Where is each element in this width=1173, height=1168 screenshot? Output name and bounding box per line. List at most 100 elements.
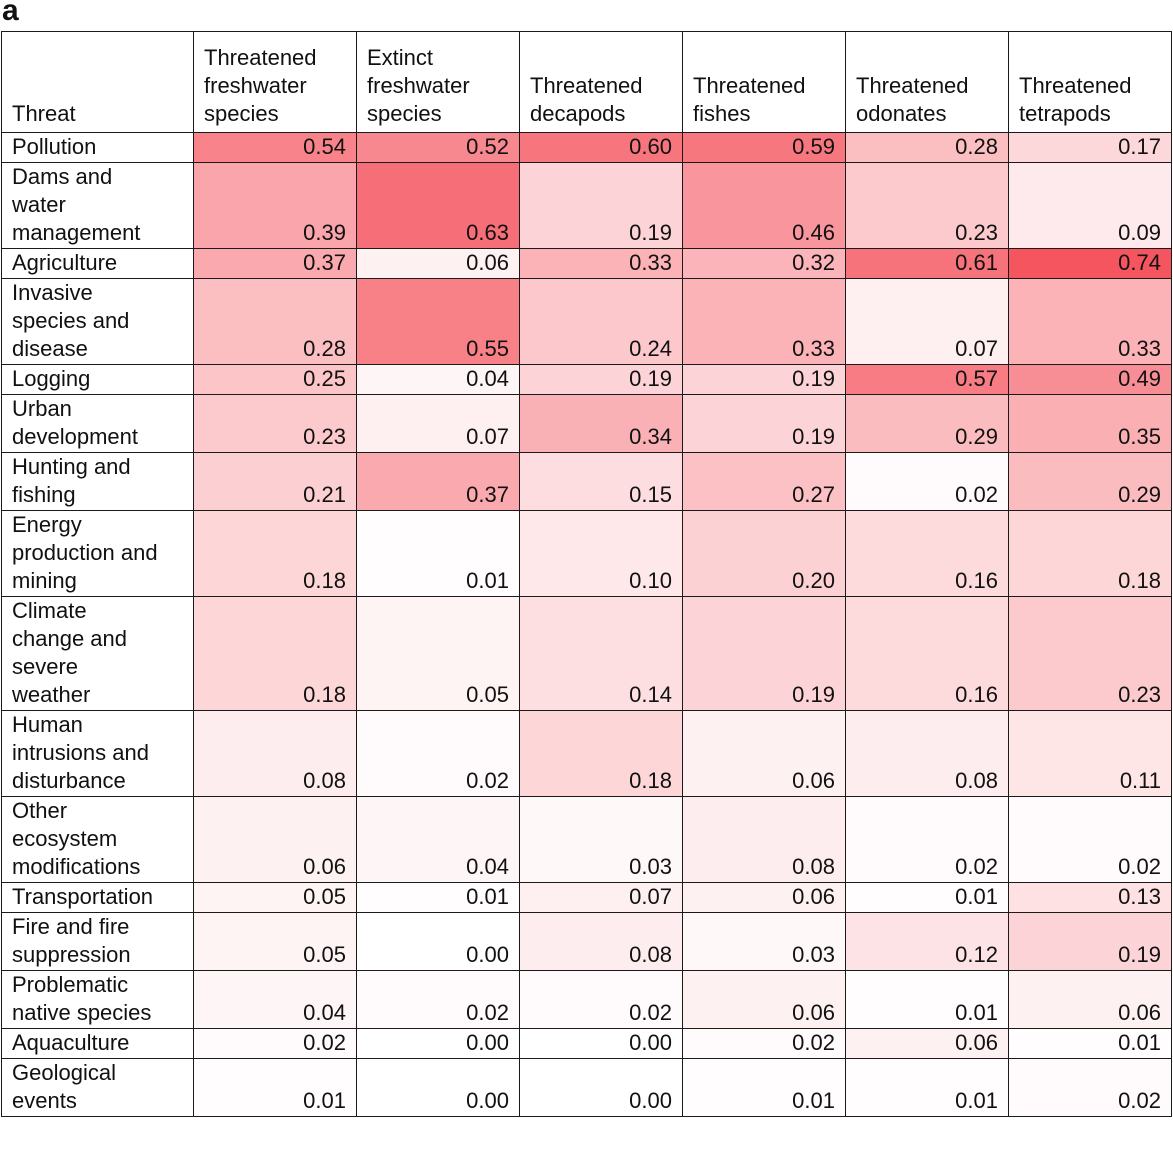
column-header: Threatened fishes (682, 31, 846, 133)
value-cell: 0.01 (1008, 1028, 1172, 1059)
value-cell: 0.06 (845, 1028, 1009, 1059)
value-cell: 0.18 (1008, 510, 1172, 597)
threat-label-line: disease (12, 336, 88, 361)
threat-label: Climate change and severe weather (1, 596, 194, 711)
table-row: Human intrusions and disturbance 0.08 0.02 0.… (1, 710, 1172, 797)
value-cell: 0.29 (1008, 452, 1172, 511)
value-cell: 0.28 (193, 278, 357, 365)
table-row: Dams and water management 0.39 0.63 0.19 0.46 0… (1, 162, 1172, 249)
value-cell: 0.08 (682, 796, 846, 883)
threat-label-line: Fire and fire (12, 914, 130, 939)
value-cell: 0.61 (845, 248, 1009, 279)
value-cell: 0.11 (1008, 710, 1172, 797)
threat-label-line: Human (12, 712, 83, 737)
value-cell: 0.18 (193, 596, 357, 711)
table-row: Transportation 0.05 0.01 0.07 0.06 0.01 0.13 (1, 882, 1172, 913)
value-cell: 0.05 (193, 912, 357, 971)
table-row: Urban development 0.23 0.07 0.34 0.19 0.29 0.35 (1, 394, 1172, 453)
value-cell: 0.23 (845, 162, 1009, 249)
threat-label-line: Energy (12, 512, 82, 537)
header-line: odonates (856, 101, 947, 126)
threat-label: Human intrusions and disturbance (1, 710, 194, 797)
header-line: freshwater (204, 73, 307, 98)
table-row: Invasive species and disease 0.28 0.55 0.24 0.… (1, 278, 1172, 365)
header-line: species (367, 101, 442, 126)
value-cell: 0.02 (845, 796, 1009, 883)
threat-label-line: production and (12, 540, 158, 565)
value-cell: 0.01 (845, 1058, 1009, 1117)
value-cell: 0.01 (356, 510, 520, 597)
header-threat: Threat (1, 31, 194, 133)
threat-label-line: Agriculture (12, 250, 118, 275)
value-cell: 0.14 (519, 596, 683, 711)
value-cell: 0.09 (1008, 162, 1172, 249)
threat-label: Invasive species and disease (1, 278, 194, 365)
value-cell: 0.05 (193, 882, 357, 913)
value-cell: 0.04 (356, 364, 520, 395)
header-line: freshwater (367, 73, 470, 98)
column-header: Extinct freshwater species (356, 31, 520, 133)
value-cell: 0.02 (193, 1028, 357, 1059)
value-cell: 0.08 (193, 710, 357, 797)
table-row: Fire and fire suppression 0.05 0.00 0.08 0.03… (1, 912, 1172, 971)
value-cell: 0.01 (193, 1058, 357, 1117)
value-cell: 0.18 (519, 710, 683, 797)
threat-label: Problematic native species (1, 970, 194, 1029)
value-cell: 0.00 (519, 1028, 683, 1059)
value-cell: 0.02 (356, 710, 520, 797)
value-cell: 0.19 (1008, 912, 1172, 971)
threat-label-line: Hunting and (12, 454, 131, 479)
value-cell: 0.59 (682, 132, 846, 163)
table-row: Pollution 0.54 0.52 0.60 0.59 0.28 0.17 (1, 132, 1172, 163)
value-cell: 0.17 (1008, 132, 1172, 163)
value-cell: 0.23 (193, 394, 357, 453)
threat-label-line: suppression (12, 942, 131, 967)
value-cell: 0.35 (1008, 394, 1172, 453)
value-cell: 0.32 (682, 248, 846, 279)
value-cell: 0.49 (1008, 364, 1172, 395)
value-cell: 0.10 (519, 510, 683, 597)
table-row: Other ecosystem modifications 0.06 0.04 0.03 0… (1, 796, 1172, 883)
value-cell: 0.24 (519, 278, 683, 365)
threat-label-line: intrusions and (12, 740, 149, 765)
table-row: Climate change and severe weather 0.18 0.05 0.… (1, 596, 1172, 711)
value-cell: 0.06 (1008, 970, 1172, 1029)
threat-label: Transportation (1, 882, 194, 913)
value-cell: 0.05 (356, 596, 520, 711)
threat-label: Hunting and fishing (1, 452, 194, 511)
threat-label-line: Logging (12, 366, 91, 391)
value-cell: 0.19 (519, 364, 683, 395)
threat-label-line: Climate (12, 598, 87, 623)
value-cell: 0.37 (356, 452, 520, 511)
threat-label: Geological events (1, 1058, 194, 1117)
header-line: species (204, 101, 279, 126)
value-cell: 0.12 (845, 912, 1009, 971)
threat-label-line: native species (12, 1000, 152, 1025)
table-row: Logging 0.25 0.04 0.19 0.19 0.57 0.49 (1, 364, 1172, 395)
table-row: Problematic native species 0.04 0.02 0.02 0.0… (1, 970, 1172, 1029)
threat-label-line: Invasive (12, 280, 93, 305)
header-line: Extinct (367, 45, 434, 70)
value-cell: 0.04 (193, 970, 357, 1029)
value-cell: 0.03 (682, 912, 846, 971)
threat-label-line: Other (12, 798, 68, 823)
value-cell: 0.16 (845, 596, 1009, 711)
threat-label: Aquaculture (1, 1028, 194, 1059)
value-cell: 0.28 (845, 132, 1009, 163)
threat-label-line: Urban (12, 396, 72, 421)
table-row: Agriculture 0.37 0.06 0.33 0.32 0.61 0.74 (1, 248, 1172, 279)
value-cell: 0.07 (356, 394, 520, 453)
threat-label: Energy production and mining (1, 510, 194, 597)
column-header: Threatened tetrapods (1008, 31, 1172, 133)
column-header: Threatened decapods (519, 31, 683, 133)
header-line: Threatened (693, 73, 806, 98)
value-cell: 0.46 (682, 162, 846, 249)
threat-label-line: species and (12, 308, 130, 333)
value-cell: 0.02 (845, 452, 1009, 511)
value-cell: 0.37 (193, 248, 357, 279)
value-cell: 0.01 (356, 882, 520, 913)
threat-label-line: management (12, 220, 141, 245)
threat-label-line: severe (12, 654, 79, 679)
value-cell: 0.25 (193, 364, 357, 395)
header-line: Threatened (856, 73, 969, 98)
